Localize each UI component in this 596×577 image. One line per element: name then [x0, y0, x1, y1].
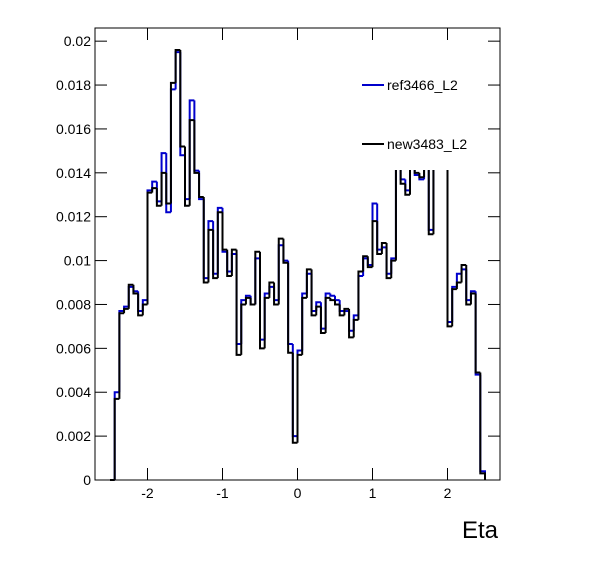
histogram-step [207, 228, 214, 283]
histogram-step [160, 171, 167, 206]
histogram-step [329, 293, 335, 297]
histogram-step [446, 150, 453, 328]
histogram-step [132, 284, 139, 295]
y-tick-label: 0.008 [56, 296, 91, 312]
histogram-step [282, 238, 289, 264]
histogram-step [244, 296, 251, 305]
x-tick-label: 0 [294, 485, 302, 501]
histogram-step [263, 296, 270, 349]
histogram-step [198, 172, 204, 198]
histogram-step [268, 281, 275, 298]
histogram-step [249, 297, 256, 306]
histogram-step [216, 211, 223, 279]
histogram-step [465, 264, 471, 306]
histogram-step [188, 119, 195, 206]
histogram-step [169, 81, 176, 204]
y-tick-label: 0.006 [56, 340, 91, 356]
histogram-step [202, 196, 209, 284]
histogram-step [343, 307, 350, 316]
histogram-step [357, 270, 364, 320]
histogram-step [474, 293, 481, 374]
histogram-step [455, 281, 462, 290]
histogram-step [362, 255, 368, 272]
legend-label: new3483_L2 [387, 136, 467, 152]
histogram-step [329, 297, 335, 302]
histogram-step [291, 352, 298, 444]
histogram-step [296, 353, 303, 443]
y-tick-label: 0.002 [56, 428, 91, 444]
x-tick-label: 1 [369, 485, 377, 501]
histogram-step [319, 306, 326, 334]
histogram-step [277, 237, 284, 305]
histogram-step [334, 300, 340, 306]
histogram-step [479, 372, 486, 480]
histogram-step [254, 250, 260, 305]
histogram-step [141, 303, 148, 316]
histogram-step [390, 259, 396, 279]
histogram-step [155, 188, 162, 207]
histogram-step [212, 229, 218, 280]
histogram-step [193, 120, 200, 174]
histogram-step [235, 249, 242, 356]
histogram-step [305, 268, 312, 298]
histogram-step [146, 191, 153, 305]
histogram-step [259, 251, 265, 350]
histogram-step [184, 146, 190, 207]
histogram-step [240, 303, 246, 355]
histogram-step [310, 269, 317, 317]
histogram-step [230, 248, 237, 276]
y-tick-label: 0.004 [56, 384, 91, 400]
histogram-step [380, 242, 387, 254]
histogram-step [118, 312, 125, 399]
y-tick-label: 0.018 [56, 77, 91, 93]
y-tick-label: 0.012 [56, 209, 91, 225]
legend: ref3466_L2 new3483_L2 [357, 60, 498, 170]
histogram-step [376, 221, 382, 255]
histogram-step [460, 263, 467, 283]
histogram-step [151, 187, 157, 193]
histogram-step [371, 220, 378, 268]
histogram-step [315, 305, 321, 316]
histogram-step [469, 292, 476, 305]
legend-label: ref3466_L2 [387, 77, 458, 93]
histogram-step [352, 318, 359, 338]
histogram-step [137, 293, 143, 317]
y-tick-label: 0.01 [64, 253, 91, 269]
histogram-step [418, 172, 425, 179]
histogram-step [385, 243, 392, 280]
histogram-step [221, 212, 228, 251]
histogram-step [226, 249, 232, 277]
y-tick-label: 0 [83, 472, 91, 488]
histogram-step [113, 397, 120, 480]
histogram-step [287, 262, 293, 354]
histogram-step [404, 183, 410, 196]
histogram-step [127, 283, 134, 309]
x-tick-label: -2 [141, 485, 154, 501]
histogram-step [348, 308, 354, 339]
y-tick-label: 0.014 [56, 165, 91, 181]
x-tick-label: 2 [444, 485, 452, 501]
histogram-step [451, 288, 457, 327]
histogram-step [301, 296, 307, 355]
histogram-step [427, 150, 434, 236]
histogram-step [174, 48, 181, 83]
histogram-step [123, 307, 129, 314]
x-axis-title: Eta [462, 517, 499, 544]
y-tick-label: 0.02 [64, 33, 91, 49]
histogram-step [273, 282, 279, 306]
histogram-step [324, 296, 331, 333]
series [110, 48, 486, 481]
legend-box [357, 60, 498, 170]
histogram-step [366, 256, 373, 269]
histogram-step [338, 304, 345, 317]
histogram-step [179, 49, 185, 148]
histogram-step [165, 172, 171, 205]
x-tick-label: -1 [216, 485, 229, 501]
y-tick-label: 0.016 [56, 121, 91, 137]
